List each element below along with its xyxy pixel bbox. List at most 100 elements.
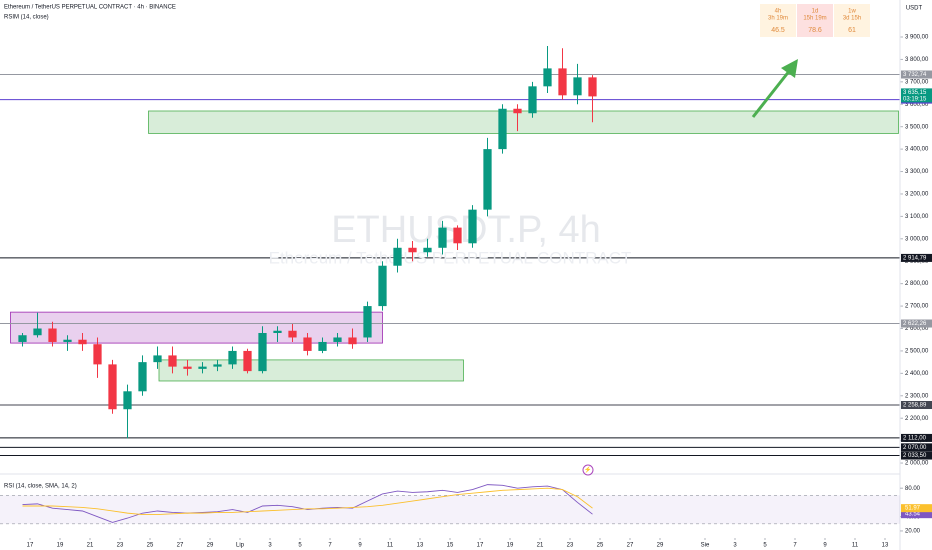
y-tick-label: 2 400,00: [905, 371, 929, 377]
rsi-value-label: 43.54: [905, 512, 921, 518]
y-tick-label: 2 000,00: [905, 461, 929, 467]
candle-body: [438, 227, 447, 248]
candle-body: [453, 227, 462, 244]
zone: [158, 359, 464, 382]
candle-body: [78, 339, 87, 345]
candle-body: [273, 330, 282, 333]
y-tick-label: 2 800,00: [905, 281, 929, 287]
zone: [148, 110, 899, 134]
candle-body: [153, 355, 162, 363]
timeframe-value: 46.5: [771, 27, 785, 34]
price-label-box: [901, 400, 932, 409]
x-tick-label: 3: [733, 543, 737, 549]
rsi-y-tick-label: 80.00: [905, 486, 921, 492]
price-label-box: [901, 433, 932, 442]
candle-body: [468, 209, 477, 244]
x-tick-label: 17: [477, 543, 484, 549]
indicator-label: RSIM (14, close): [4, 15, 49, 21]
y-tick-label: 3 500,00: [905, 124, 929, 130]
x-tick-label: Lip: [236, 543, 245, 549]
candle-body: [63, 339, 72, 342]
x-tick-label: Sie: [701, 543, 710, 549]
candle-body: [558, 68, 567, 96]
y-tick-label: 3 800,00: [905, 57, 929, 63]
candle-body: [198, 366, 207, 369]
rsi-band: [0, 495, 900, 524]
x-tick-label: 27: [627, 543, 634, 549]
y-tick-label: 3 200,00: [905, 192, 929, 198]
candle-body: [408, 247, 417, 253]
y-tick-label: 2 200,00: [905, 416, 929, 422]
candle-body: [483, 149, 492, 210]
arrow: [751, 69, 792, 118]
x-tick-label: 19: [507, 543, 514, 549]
x-tick-label: 21: [87, 543, 94, 549]
price-label: 2 622,26: [903, 321, 927, 327]
x-tick-label: 19: [57, 543, 64, 549]
y-tick-label: 2 300,00: [905, 393, 929, 399]
candle-body: [393, 247, 402, 266]
y-tick-label: 3 700,00: [905, 79, 929, 85]
x-tick-label: 5: [298, 543, 302, 549]
candle-body: [33, 328, 42, 336]
timeframe-remaining: 3h 19m: [768, 16, 788, 22]
last-price-box: [901, 88, 932, 103]
x-tick-label: 29: [207, 543, 214, 549]
candle-body: [108, 364, 117, 410]
y-tick-label: 3 900,00: [905, 35, 929, 41]
rsi-y-tick-label: 20.00: [905, 529, 921, 535]
price-label: 2 258,89: [903, 403, 927, 409]
y-tick-label: 3 300,00: [905, 169, 929, 175]
x-tick-label: 27: [177, 543, 184, 549]
y-tick-label: 2 600,00: [905, 326, 929, 332]
candle-body: [243, 350, 252, 372]
price-label: 2 914,79: [903, 255, 927, 261]
y-tick-label: 2 700,00: [905, 304, 929, 310]
y-tick-label: 3 000,00: [905, 236, 929, 242]
x-tick-label: 25: [597, 543, 604, 549]
candle-body: [348, 337, 357, 345]
watermark: ETHUSDT.P, 4h: [331, 209, 601, 251]
chart-title: Ethereum / TetherUS PERPETUAL CONTRACT ·…: [4, 5, 176, 11]
x-tick-label: 23: [117, 543, 124, 549]
candle-body: [258, 332, 267, 372]
candle-body: [318, 341, 327, 351]
currency: USDT: [906, 6, 923, 12]
event-icon[interactable]: [582, 464, 594, 476]
rsi-line: [22, 487, 593, 516]
timeframe-cell: [797, 4, 833, 37]
rsi-value-label: 51.97: [905, 506, 921, 512]
candle-body: [213, 364, 222, 367]
candle-body: [168, 355, 177, 367]
candle-body: [288, 330, 297, 338]
watermark-subtitle: Ethereum / TetherUS PERPETUAL CONTRACT: [269, 248, 632, 267]
price-label: 2 033,50: [903, 453, 927, 459]
price-label-box: [901, 253, 932, 262]
candle-body: [513, 108, 522, 114]
y-tick-label: 3 100,00: [905, 214, 929, 220]
timeframe-label: 1d: [812, 9, 819, 15]
x-tick-label: 3: [268, 543, 272, 549]
candle-body: [333, 337, 342, 342]
candle-body: [18, 335, 27, 342]
timeframe-remaining: 3d 15h: [843, 16, 861, 22]
last-price-label: 3 635,15: [903, 90, 927, 96]
timeframe-cell: [760, 4, 796, 37]
candle-body: [183, 366, 192, 369]
candle-body: [138, 362, 147, 392]
candle-body: [423, 247, 432, 253]
x-tick-label: 15: [447, 543, 454, 549]
x-tick-label: 9: [823, 543, 827, 549]
x-tick-label: 13: [882, 543, 889, 549]
candle-body: [48, 328, 57, 342]
rsi-value-box: [901, 504, 932, 513]
x-tick-label: 11: [852, 543, 859, 549]
x-tick-label: 29: [657, 543, 664, 549]
x-tick-label: 21: [537, 543, 544, 549]
candle-body: [303, 337, 312, 351]
timeframe-value: 61: [848, 27, 856, 34]
rsi-line: [22, 484, 593, 523]
x-tick-label: 7: [793, 543, 797, 549]
